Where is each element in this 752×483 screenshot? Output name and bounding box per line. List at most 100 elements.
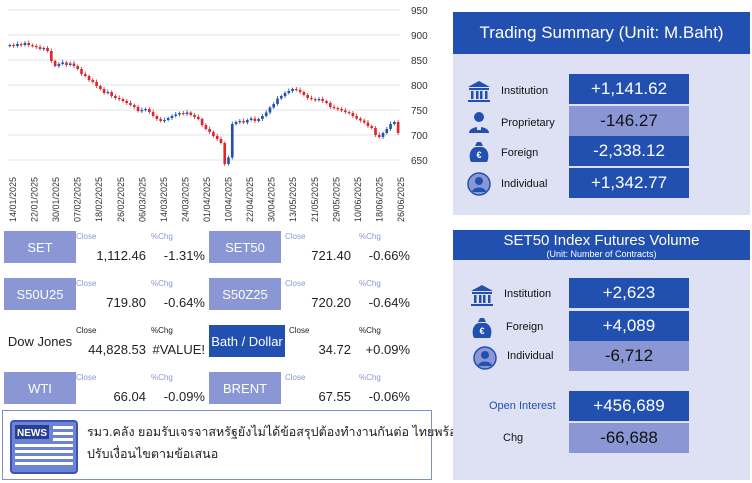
candle-body — [340, 109, 343, 111]
tile-name[interactable]: S50U25 — [4, 278, 76, 310]
candle-body — [268, 107, 272, 113]
news-headline[interactable]: รมว.คลัง ยอมรับเจรจาสหรัฐยังไม่ได้ข้อสรุ… — [87, 421, 465, 465]
candle-body — [264, 112, 268, 116]
chg-value: -66,688 — [569, 423, 689, 453]
candle-body — [174, 114, 178, 116]
candle-body — [155, 116, 159, 119]
x-tick-label: 29/05/2025 — [331, 177, 341, 222]
x-tick-label: 07/02/2025 — [73, 177, 83, 222]
tile-name[interactable]: Bath / Dollar — [209, 325, 285, 357]
candle-body — [34, 46, 38, 48]
open-interest-value: +456,689 — [569, 391, 689, 421]
set50-candlestick-chart: 650 700 750 800 850 900 950 14/01/2025 22/01/20… — [8, 6, 428, 222]
futures-volume-panel: SET50 Index Futures Volume (Unit: Number… — [453, 230, 750, 480]
candle-body — [114, 96, 117, 98]
x-tick-label: 24/03/2025 — [180, 177, 190, 222]
tile-close-value: 721.40 — [311, 248, 351, 263]
tile-name[interactable]: S50Z25 — [209, 278, 281, 310]
candle-body — [351, 113, 355, 116]
tile-name[interactable]: SET50 — [209, 231, 281, 263]
tile-chg-value: -0.66% — [368, 248, 410, 263]
tile-chg-value: -0.09% — [163, 389, 205, 404]
tile-close-value: 66.04 — [113, 389, 146, 404]
candle-body — [355, 116, 358, 119]
candle-body — [185, 112, 189, 114]
candle-body — [76, 66, 80, 69]
tile-close-label: Close — [285, 232, 306, 241]
y-tick-label: 900 — [411, 31, 428, 42]
news-icon-label: NEWS — [17, 428, 47, 439]
tile-close-label: Close — [76, 232, 97, 241]
candle-body — [253, 118, 257, 121]
x-tick-label: 06/03/2025 — [137, 177, 147, 222]
row-label-individual: Individual — [507, 350, 554, 362]
candle-body — [377, 135, 381, 137]
candle-body — [42, 48, 46, 50]
candle-body — [106, 92, 110, 94]
tile-name[interactable]: WTI — [4, 372, 76, 404]
candle-body — [65, 62, 68, 65]
candle-body — [99, 86, 102, 89]
tile-baht-dollar: Bath / Dollar Close %Chg 34.72 +0.09% — [209, 325, 412, 363]
tile-set50: SET50 Close %Chg 721.40 -0.66% — [209, 231, 412, 269]
candle-body — [396, 122, 400, 133]
tile-chg-label: %Chg — [359, 326, 381, 335]
candle-body — [19, 44, 23, 46]
x-tick-label: 10/04/2025 — [224, 177, 234, 222]
candle-body — [53, 61, 57, 66]
candle-body — [310, 98, 313, 100]
x-tick-label: 26/02/2025 — [116, 177, 126, 222]
value-institution: +1,141.62 — [569, 74, 689, 104]
candle-body — [68, 63, 72, 65]
candle-body — [178, 113, 181, 115]
row-label-proprietary: Proprietary — [501, 117, 555, 129]
value-foreign: -2,338.12 — [569, 136, 689, 166]
tile-close-value: 720.20 — [311, 295, 351, 310]
candle-body — [117, 98, 121, 100]
foreign-icon: € — [469, 142, 489, 162]
news-box[interactable]: NEWS รมว.คลัง ยอมรับเจรจาสหรัฐยังไม่ได้ข… — [2, 410, 465, 480]
candle-body — [389, 124, 392, 129]
tile-close-value: 719.80 — [106, 295, 146, 310]
tile-s50z25: S50Z25 Close %Chg 720.20 -0.64% — [209, 278, 412, 316]
tile-chg-value: -1.31% — [163, 248, 205, 263]
candle-body — [336, 108, 340, 110]
candle-body — [325, 101, 328, 103]
candle-body — [31, 45, 34, 47]
value-individual: -6,712 — [569, 341, 689, 371]
chart-gridlines — [8, 9, 400, 161]
candle-body — [344, 110, 347, 112]
tile-name[interactable]: BRENT — [209, 372, 281, 404]
candle-body — [129, 103, 132, 105]
candle-body — [306, 95, 309, 98]
candle-body — [374, 128, 377, 135]
candle-body — [347, 112, 351, 114]
tile-close-label: Close — [285, 373, 306, 382]
x-tick-label: 13/05/2025 — [288, 177, 298, 222]
individual-icon — [473, 346, 497, 370]
candle-body — [193, 115, 196, 117]
candle-body — [140, 110, 144, 112]
y-tick-label: 650 — [411, 156, 428, 167]
candle-body — [223, 143, 227, 164]
candle-body — [298, 90, 302, 92]
candle-body — [328, 103, 332, 107]
tile-close-value: 34.72 — [318, 342, 351, 357]
tile-name[interactable]: SET — [4, 231, 76, 263]
candle-body — [238, 121, 242, 123]
candle-body — [385, 129, 389, 133]
candle-body — [234, 122, 238, 124]
candle-body — [246, 120, 249, 123]
tile-chg-label: %Chg — [151, 279, 173, 288]
candle-body — [242, 121, 245, 123]
proprietary-icon — [469, 112, 489, 133]
candle-body — [317, 99, 321, 101]
trading-summary-panel: Trading Summary (Unit: M.Baht) Instituti… — [453, 12, 750, 215]
tile-chg-label: %Chg — [359, 279, 381, 288]
candle-body — [257, 119, 260, 121]
tile-name[interactable]: Dow Jones — [7, 333, 73, 349]
svg-text:€: € — [476, 150, 481, 160]
candle-body — [8, 45, 12, 47]
candle-body — [23, 43, 27, 45]
tile-wti: WTI Close %Chg 66.04 -0.09% — [4, 372, 205, 410]
